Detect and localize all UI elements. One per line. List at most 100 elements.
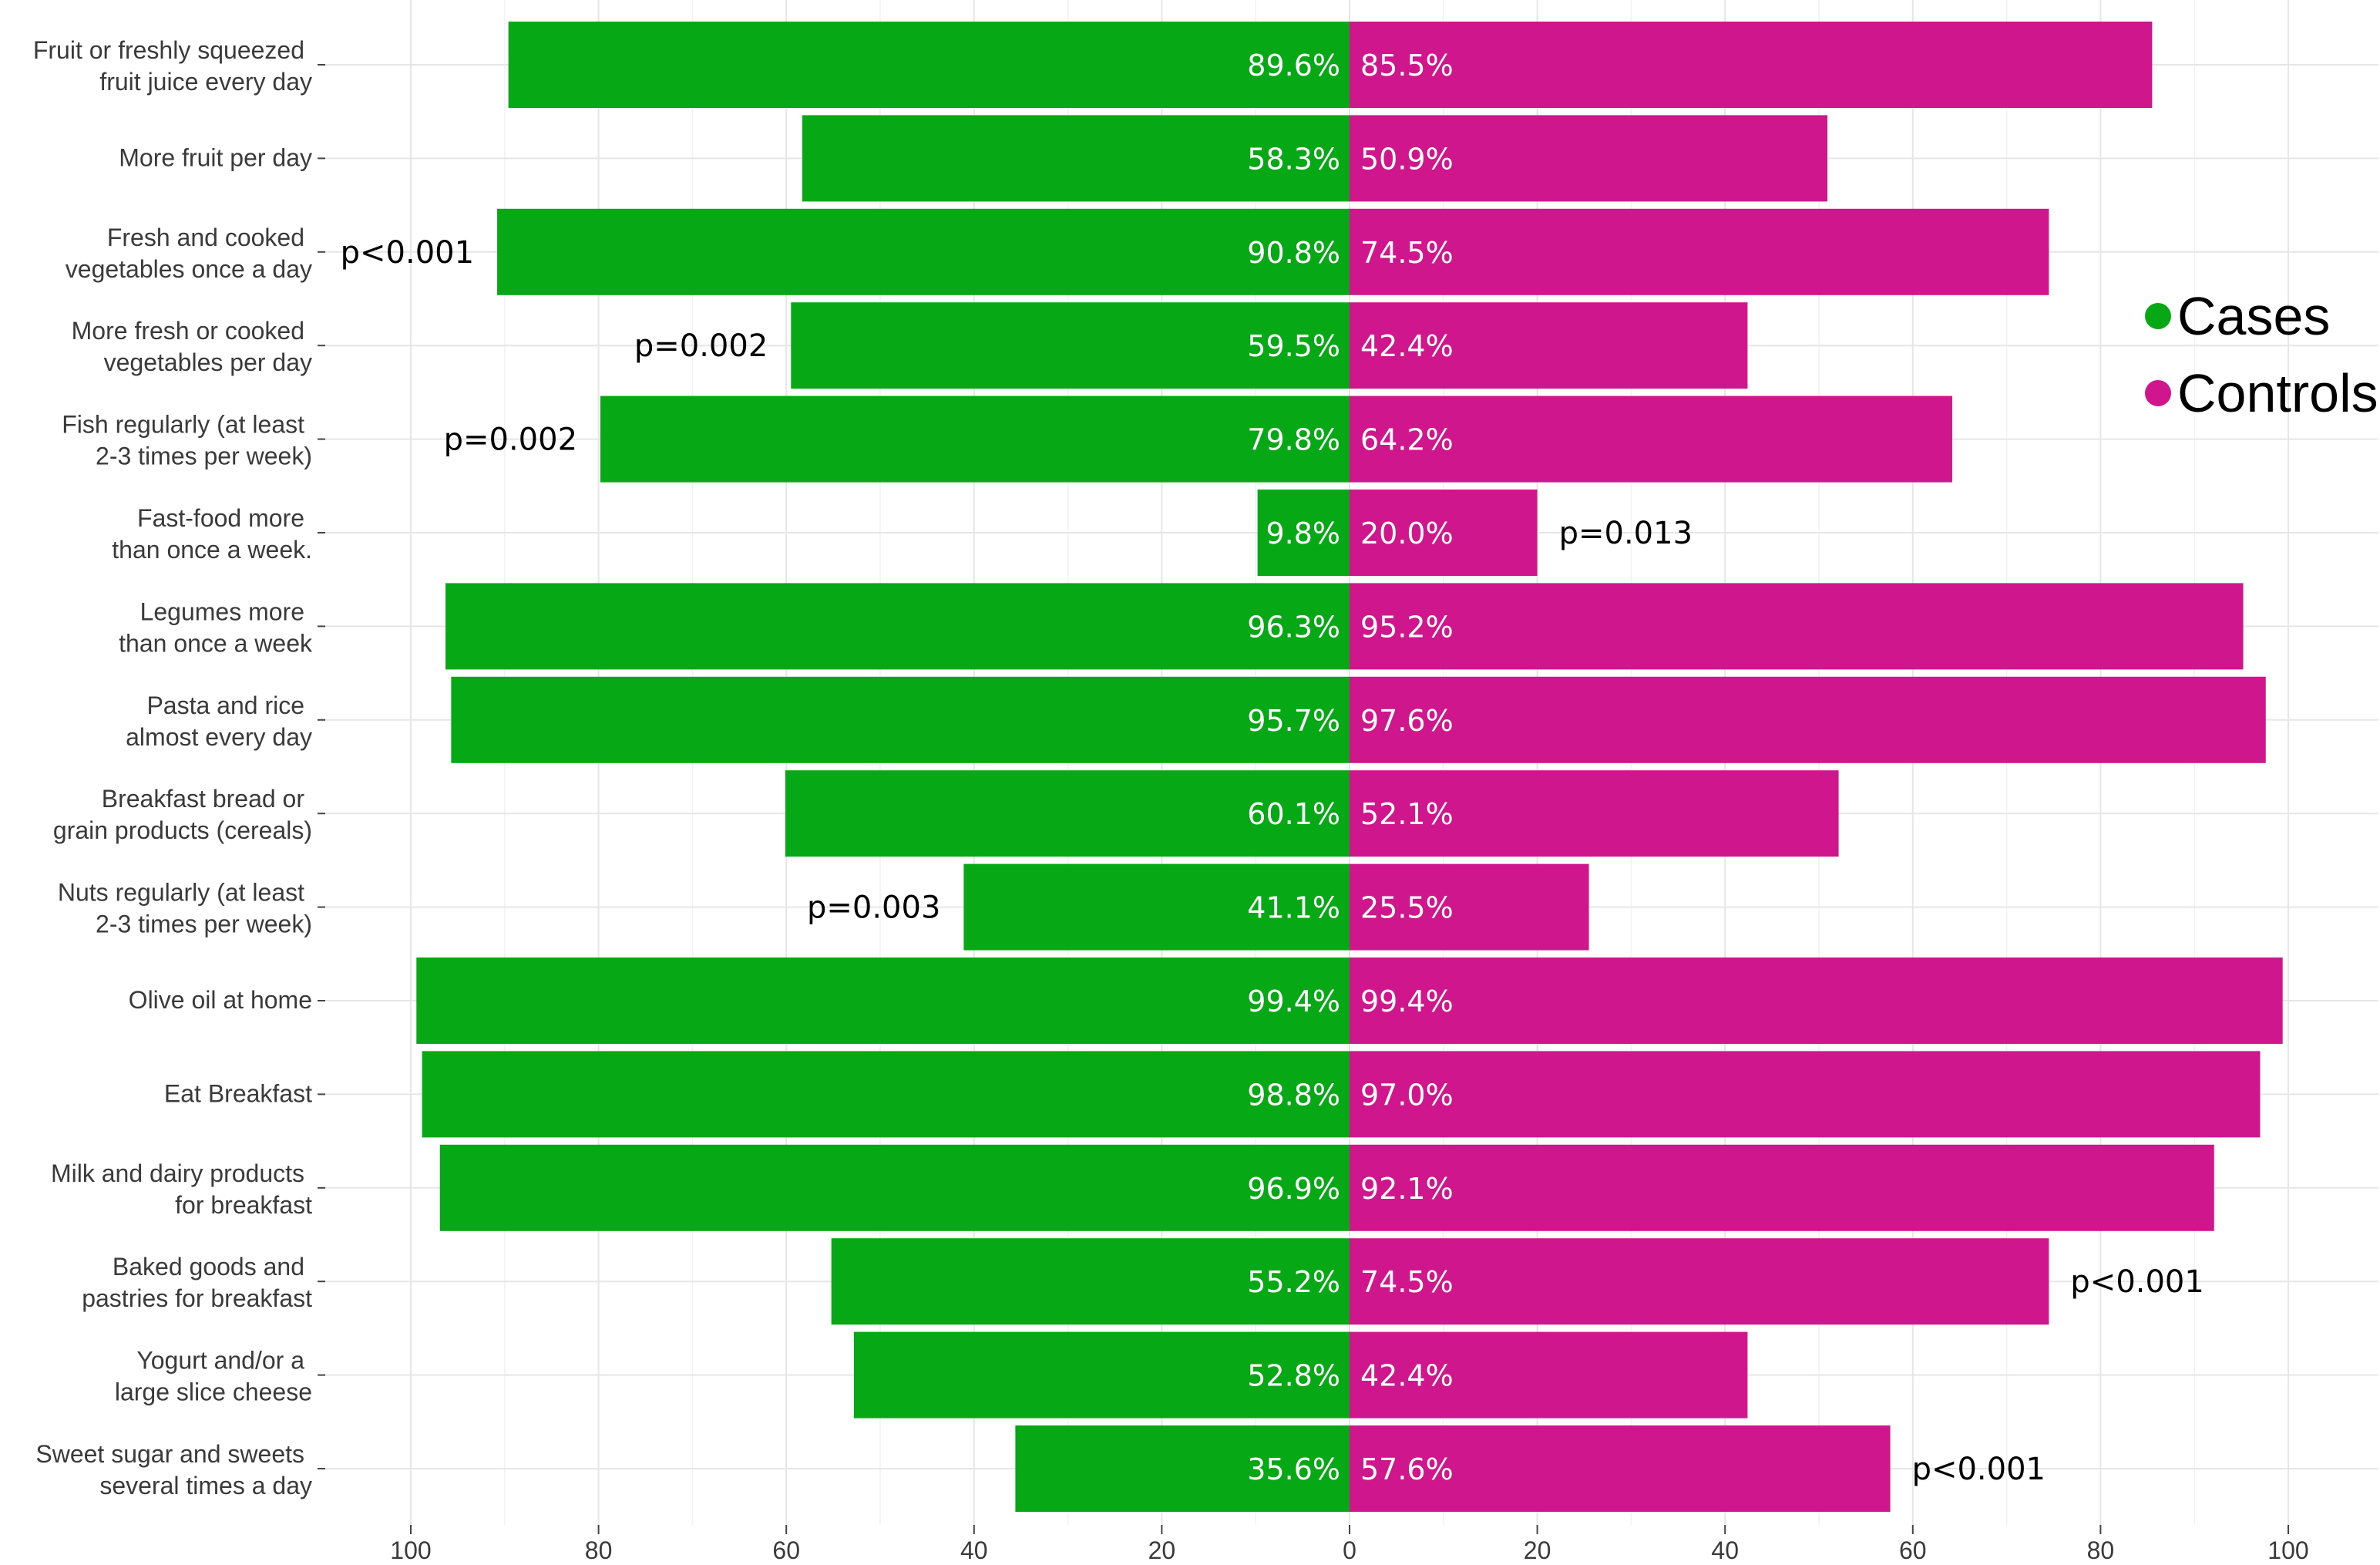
legend-swatch <box>2145 303 2171 329</box>
x-axis: 100 80 60 40 20 0 20 40 60 80 100 <box>390 1525 2309 1564</box>
controls-bar <box>1350 208 2049 295</box>
x-tick-label: 60 <box>772 1536 800 1564</box>
category-label: Eat Breakfast <box>164 1079 312 1107</box>
controls-value-label: 42.4% <box>1360 1359 1454 1393</box>
cases-value-label: 89.6% <box>1247 49 1340 82</box>
category-label: Baked goods and pastries for breakfast <box>82 1253 312 1312</box>
cases-bar <box>422 1051 1350 1138</box>
cases-value-label: 52.8% <box>1247 1359 1340 1393</box>
controls-bar <box>1350 395 1952 483</box>
cases-value-label: 95.7% <box>1247 704 1340 738</box>
p-value-annotation: p=0.013 <box>1559 516 1693 551</box>
category-label: Yogurt and/or a large slice cheese <box>115 1347 312 1406</box>
cases-bar <box>439 1144 1350 1231</box>
controls-bar <box>1350 1425 1891 1512</box>
controls-value-label: 97.6% <box>1360 704 1454 738</box>
controls-bar <box>1350 1144 2214 1231</box>
x-tick-label: 80 <box>585 1536 613 1564</box>
x-tick-label: 60 <box>1899 1536 1927 1564</box>
controls-value-label: 52.1% <box>1360 797 1454 831</box>
category-label: Fruit or freshly squeezed fruit juice eve… <box>33 36 312 96</box>
cases-bar <box>416 958 1350 1044</box>
controls-bar <box>1350 770 1839 857</box>
controls-bar <box>1350 863 1589 951</box>
legend-swatch <box>2145 380 2171 406</box>
controls-value-label: 92.1% <box>1360 1172 1454 1206</box>
cases-value-label: 99.4% <box>1247 984 1340 1018</box>
category-label: Pasta and rice almost every day <box>126 692 312 751</box>
category-label: Olive oil at home <box>129 986 312 1014</box>
cases-bar <box>1257 490 1350 576</box>
controls-bar <box>1350 302 1748 389</box>
controls-value-label: 74.5% <box>1360 1265 1454 1299</box>
controls-value-label: 64.2% <box>1360 423 1454 457</box>
controls-value-label: 74.5% <box>1360 236 1454 270</box>
cases-bar <box>963 863 1350 951</box>
controls-bar <box>1350 1238 2049 1325</box>
x-tick-label: 40 <box>1711 1536 1739 1564</box>
controls-bar <box>1350 583 2244 670</box>
cases-bar <box>791 302 1350 389</box>
cases-bar <box>497 208 1350 295</box>
cases-bar <box>853 1331 1350 1419</box>
category-label: More fruit per day <box>119 143 312 171</box>
category-label: Milk and dairy products for breakfast <box>51 1159 312 1219</box>
x-tick-label: 100 <box>390 1536 431 1564</box>
category-label: Legumes more than once a week <box>119 597 313 657</box>
controls-bar <box>1350 115 1827 202</box>
legend-label: Cases <box>2177 286 2330 346</box>
controls-value-label: 57.6% <box>1360 1452 1454 1486</box>
p-value-annotation: p<0.001 <box>341 235 474 271</box>
controls-value-label: 25.5% <box>1360 891 1454 925</box>
p-value-annotation: p=0.002 <box>444 422 577 458</box>
legend-label: Controls <box>2177 363 2378 423</box>
cases-bar <box>445 583 1350 670</box>
category-label: Fresh and cooked vegetables once a day <box>66 224 312 283</box>
cases-value-label: 79.8% <box>1247 423 1340 457</box>
x-tick-label: 20 <box>1524 1536 1551 1564</box>
controls-bar <box>1350 676 2266 763</box>
cases-value-label: 35.6% <box>1247 1452 1340 1486</box>
controls-value-label: 95.2% <box>1360 610 1454 644</box>
cases-bar <box>831 1238 1350 1325</box>
controls-bar <box>1350 958 2283 1044</box>
controls-value-label: 20.0% <box>1360 517 1454 550</box>
controls-value-label: 50.9% <box>1360 142 1454 176</box>
cases-value-label: 9.8% <box>1266 517 1340 550</box>
controls-bar <box>1350 1051 2261 1138</box>
x-tick-label: 40 <box>960 1536 988 1564</box>
category-label: Fish regularly (at least 2-3 times per we… <box>62 411 312 470</box>
x-tick-label: 100 <box>2267 1536 2308 1564</box>
cases-value-label: 96.3% <box>1247 610 1340 644</box>
cases-value-label: 55.2% <box>1247 1265 1340 1299</box>
bars: 89.6% 85.5% 58.3% 50.9% 90.8% 74.5% 59.5% 42.4%… <box>341 22 2283 1512</box>
x-tick-label: 20 <box>1148 1536 1176 1564</box>
controls-value-label: 85.5% <box>1360 49 1454 82</box>
cases-bar <box>508 22 1350 108</box>
controls-value-label: 99.4% <box>1360 984 1454 1018</box>
controls-bar <box>1350 22 2153 108</box>
controls-bar <box>1350 490 1538 576</box>
cases-value-label: 59.5% <box>1247 329 1340 363</box>
legend: Cases Controls <box>2145 286 2378 423</box>
cases-bar <box>451 676 1350 763</box>
cases-bar <box>802 115 1350 202</box>
cases-bar <box>1015 1425 1350 1512</box>
x-tick-label: 80 <box>2087 1536 2115 1564</box>
cases-bar <box>785 770 1350 857</box>
p-value-annotation: p=0.002 <box>634 328 768 364</box>
cases-bar <box>600 395 1350 483</box>
controls-value-label: 97.0% <box>1360 1078 1454 1112</box>
category-label: Sweet sugar and sweets several times a da… <box>35 1440 312 1499</box>
category-label: Breakfast bread or grain products (cereal… <box>53 785 312 844</box>
p-value-annotation: p<0.001 <box>1912 1452 2046 1487</box>
controls-value-label: 42.4% <box>1360 329 1454 363</box>
cases-value-label: 41.1% <box>1247 891 1340 925</box>
cases-value-label: 96.9% <box>1247 1172 1340 1206</box>
cases-value-label: 58.3% <box>1247 142 1340 176</box>
p-value-annotation: p=0.003 <box>807 890 940 926</box>
cases-value-label: 60.1% <box>1247 797 1340 831</box>
category-labels: Fruit or freshly squeezed fruit juice eve… <box>33 36 325 1499</box>
x-tick-label: 0 <box>1343 1536 1356 1564</box>
